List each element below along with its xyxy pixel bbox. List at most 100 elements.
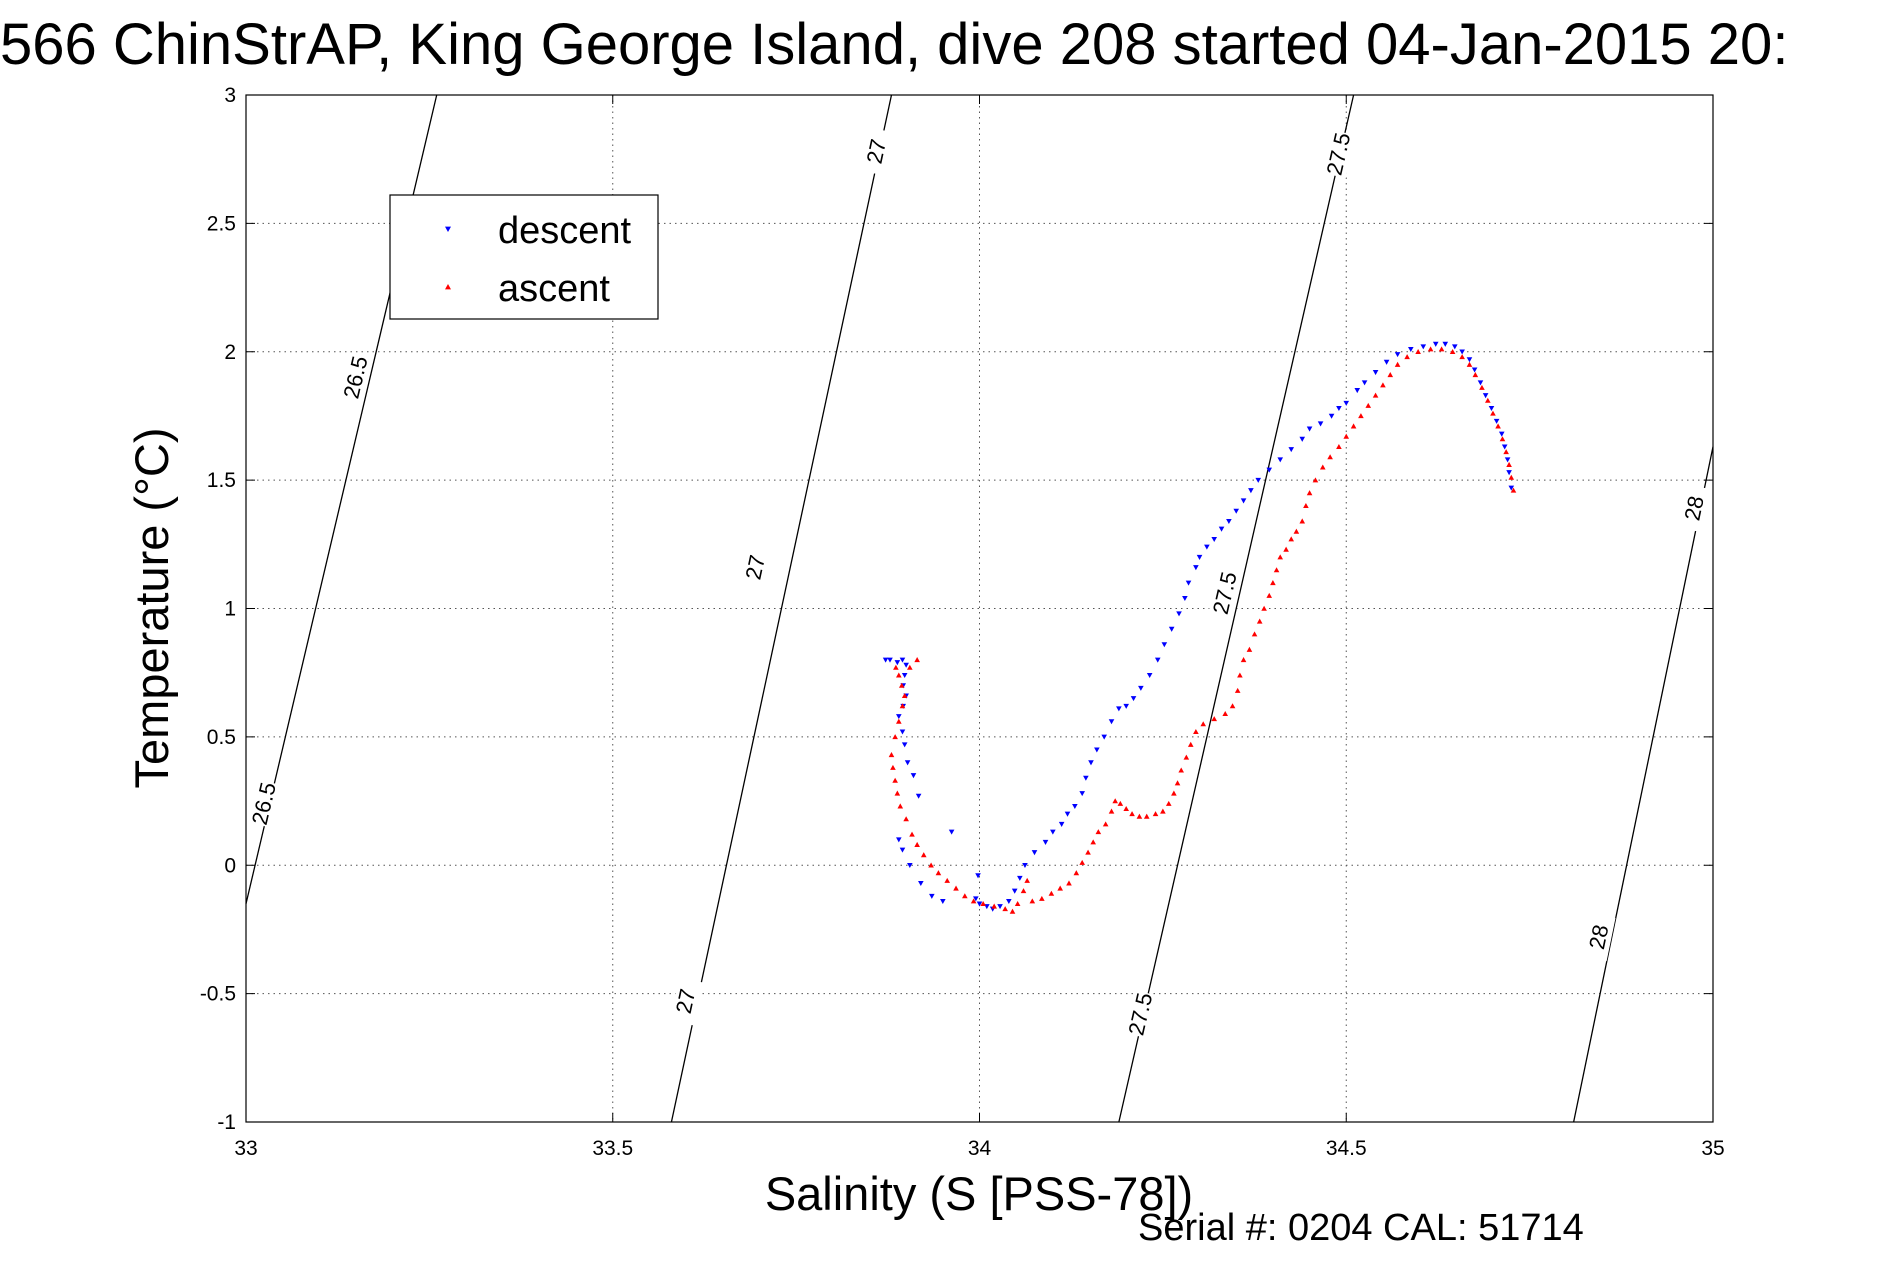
ascent-point (899, 703, 906, 709)
ascent-point (944, 877, 951, 883)
ascent-point (892, 777, 898, 783)
descent-point (910, 773, 917, 779)
descent-point (1361, 380, 1368, 386)
ascent-point (1372, 392, 1379, 398)
ascent-point (890, 764, 896, 770)
descent-point (915, 793, 922, 799)
descent-point (1123, 703, 1129, 709)
descent-point (1466, 357, 1473, 363)
descent-point (1459, 349, 1465, 355)
descent-point (1083, 775, 1089, 781)
descent-point (1498, 431, 1505, 437)
contour-label: 28 (1679, 494, 1708, 523)
series-ascent (888, 346, 1517, 914)
ascent-point (970, 898, 977, 904)
descent-point (896, 837, 902, 843)
ascent-point (909, 831, 915, 837)
ascent-point (1506, 461, 1512, 467)
descent-point (973, 896, 979, 902)
ascent-point (1020, 888, 1027, 894)
descent-point (1493, 418, 1500, 424)
ascent-point (1404, 354, 1410, 360)
y-tick-label: -0.5 (200, 983, 236, 1006)
descent-point (1079, 791, 1085, 797)
ascent-point (1303, 503, 1309, 509)
descent-point (903, 662, 909, 668)
ascent-point (1085, 849, 1091, 855)
ascent-point (1510, 487, 1517, 493)
ascent-point (1459, 354, 1465, 360)
ascent-point (1427, 346, 1434, 352)
contour-line-27-5 (1118, 94, 1355, 1123)
ascent-point (1350, 423, 1357, 429)
series-descent (882, 341, 1515, 912)
ascent-point (914, 657, 920, 663)
ascent-point (1057, 885, 1063, 891)
ascent-point (1102, 821, 1109, 827)
descent-point (929, 893, 935, 899)
ascent-point (1024, 877, 1030, 883)
ascent-point (1187, 741, 1194, 747)
descent-point (1185, 580, 1192, 586)
descent-point (1011, 888, 1018, 894)
x-axis-ticks: 33 33.5 34 34.5 35 (234, 95, 1725, 1160)
x-tick-label: 33 (234, 1137, 257, 1160)
descent-point (1248, 488, 1254, 494)
ascent-point (980, 900, 986, 907)
y-tick-label: -1 (217, 1111, 236, 1134)
descent-point (907, 863, 913, 869)
footer-serial-cal: Serial #: 0204 CAL: 51714 (1138, 1207, 1584, 1249)
ascent-point (901, 692, 908, 699)
ascent-point (893, 664, 899, 670)
descent-point (1477, 380, 1484, 386)
descent-point (1508, 485, 1515, 491)
descent-point (1354, 388, 1361, 394)
ascent-point (1108, 808, 1115, 814)
descent-point (1506, 470, 1512, 476)
descent-point (1383, 359, 1390, 365)
ascent-point (1449, 348, 1456, 354)
ascent-point (896, 718, 902, 724)
ascent-point (1002, 906, 1008, 912)
descent-point (901, 742, 908, 748)
ascent-point (1508, 474, 1515, 480)
descent-point (1064, 811, 1071, 817)
descent-point (1094, 747, 1100, 753)
descent-point (1299, 436, 1306, 442)
ascent-point (907, 664, 913, 670)
y-tick-label: 3 (224, 84, 236, 107)
descent-point (1042, 839, 1049, 845)
ascent-point (1438, 346, 1445, 352)
ascent-point (1293, 528, 1300, 534)
descent-point (976, 901, 983, 907)
descent-point (1193, 565, 1199, 571)
contour-label: 27.5 (1123, 990, 1157, 1037)
ascent-point (1503, 449, 1509, 455)
descent-point (1442, 341, 1449, 347)
descent-point (1240, 498, 1247, 504)
legend: descent ascent (389, 194, 659, 320)
ascent-point (1246, 646, 1253, 652)
y-tick-label: 0.5 (207, 726, 236, 749)
descent-point (1072, 803, 1078, 809)
ascent-point (1283, 546, 1289, 552)
descent-point (894, 660, 901, 666)
ascent-point (1234, 687, 1241, 693)
ascent-point (1171, 790, 1177, 796)
descent-point (1031, 850, 1038, 856)
ascent-point (1229, 703, 1236, 709)
ascent-point (1129, 811, 1135, 817)
descent-point (1154, 657, 1161, 663)
y-tick-label: 1.5 (207, 469, 236, 492)
descent-point (1255, 477, 1262, 483)
ascent-point (991, 903, 997, 909)
descent-point (1452, 344, 1458, 350)
ascent-point (914, 841, 920, 847)
descent-point (896, 714, 902, 720)
descent-point (1204, 544, 1210, 550)
descent-point (1501, 444, 1508, 450)
ascent-point (1485, 397, 1491, 403)
ascent-point (1343, 433, 1350, 439)
descent-point (1288, 447, 1295, 453)
ascent-point (1112, 798, 1118, 804)
